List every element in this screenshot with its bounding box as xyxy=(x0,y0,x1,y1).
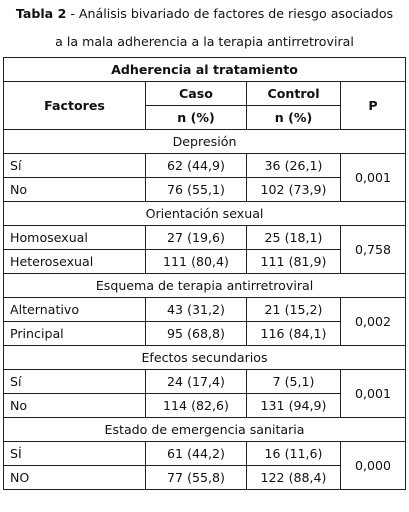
section-row: Estado de emergencia sanitaria xyxy=(2,417,407,442)
caso-value: 27 (19,6) xyxy=(145,225,247,250)
header-caso: Caso xyxy=(145,81,247,106)
table-row: Heterosexual 111 (80,4) 111 (81,9) xyxy=(3,249,406,274)
table-row: Sí 24 (17,4) 7 (5,1) 0,001 xyxy=(3,369,407,418)
control-value: 16 (11,6) xyxy=(246,441,341,466)
section-row: Orientación sexual xyxy=(2,201,407,226)
caso-value: 95 (68,8) xyxy=(145,321,247,346)
p-value: 0,002 xyxy=(339,297,407,346)
subheader-row: n (%) n (%) xyxy=(4,105,406,130)
section-title-esquema: Esquema de terapia antirretroviral xyxy=(2,273,407,298)
caso-value: 61 (44,2) xyxy=(145,441,247,466)
row-label: Principal xyxy=(3,321,146,346)
caption-dash: - xyxy=(66,6,79,21)
caso-value: 62 (44,9) xyxy=(145,153,247,178)
table-row: NO 77 (55,8) 122 (88,4) xyxy=(3,465,406,490)
section-title-depresion: Depresión xyxy=(2,129,407,154)
control-value: 122 (88,4) xyxy=(246,465,341,490)
row-label: No xyxy=(3,177,146,202)
header-p: P xyxy=(339,81,407,130)
caso-value: 114 (82,6) xyxy=(145,393,247,418)
table-caption: Tabla 2 - Análisis bivariado de factores… xyxy=(0,0,409,57)
section-row: Efectos secundarios xyxy=(2,345,407,370)
control-value: 116 (84,1) xyxy=(246,321,341,346)
table-row: Alternativo 43 (31,2) 21 (15,2) 0,002 xyxy=(3,297,407,346)
row-label: Homosexual xyxy=(3,225,146,250)
p-value: 0,001 xyxy=(339,369,407,418)
caption-line-1: Tabla 2 - Análisis bivariado de factores… xyxy=(0,0,409,28)
header-control: Control xyxy=(246,81,341,106)
control-value: 21 (15,2) xyxy=(246,297,341,322)
table-row: No 76 (55,1) 102 (73,9) xyxy=(3,177,406,202)
caso-value: 43 (31,2) xyxy=(145,297,247,322)
adherence-table: Adherencia al tratamiento Factores Caso … xyxy=(2,57,407,490)
section-row: Esquema de terapia antirretroviral xyxy=(2,273,407,298)
table-row: No 114 (82,6) 131 (94,9) xyxy=(3,393,406,418)
control-value: 131 (94,9) xyxy=(246,393,341,418)
control-value: 36 (26,1) xyxy=(246,153,341,178)
row-label: NO xyxy=(3,465,146,490)
row-label: Heterosexual xyxy=(3,249,146,274)
caso-value: 24 (17,4) xyxy=(145,369,247,394)
caso-value: 77 (55,8) xyxy=(145,465,247,490)
p-value: 0,000 xyxy=(339,441,407,490)
row-label: SÍ xyxy=(3,441,146,466)
control-value: 111 (81,9) xyxy=(246,249,341,274)
table-row: Principal 95 (68,8) 116 (84,1) xyxy=(3,321,406,346)
row-label: No xyxy=(3,393,146,418)
caption-text-1: Análisis bivariado de factores de riesgo… xyxy=(78,6,394,21)
super-header: Adherencia al tratamiento xyxy=(2,57,407,82)
section-title-emergencia: Estado de emergencia sanitaria xyxy=(2,417,407,442)
table-row: SÍ 61 (44,2) 16 (11,6) 0,000 xyxy=(3,441,407,490)
control-value: 102 (73,9) xyxy=(246,177,341,202)
control-value: 25 (18,1) xyxy=(246,225,341,250)
section-title-efectos: Efectos secundarios xyxy=(2,345,407,370)
super-header-row: Adherencia al tratamiento xyxy=(2,57,407,82)
caso-value: 76 (55,1) xyxy=(145,177,247,202)
header-factores: Factores xyxy=(3,81,146,130)
section-title-orientacion: Orientación sexual xyxy=(2,201,407,226)
row-label: Alternativo xyxy=(3,297,146,322)
control-value: 7 (5,1) xyxy=(246,369,341,394)
row-label: Sí xyxy=(3,153,146,178)
section-row: Depresión xyxy=(2,129,407,154)
caso-value: 111 (80,4) xyxy=(145,249,247,274)
p-value: 0,758 xyxy=(339,225,407,274)
table-row: Sí 62 (44,9) 36 (26,1) 0,001 xyxy=(3,153,407,202)
header-row: Factores Caso Control P xyxy=(3,81,407,130)
subheader-caso: n (%) xyxy=(145,105,247,130)
p-value: 0,001 xyxy=(339,153,407,202)
row-label: Sí xyxy=(3,369,146,394)
caption-line-2: a la mala adherencia a la terapia antirr… xyxy=(55,34,354,49)
subheader-control: n (%) xyxy=(246,105,341,130)
table-row: Homosexual 27 (19,6) 25 (18,1) 0,758 xyxy=(3,225,407,274)
caption-label: Tabla 2 xyxy=(15,6,67,21)
